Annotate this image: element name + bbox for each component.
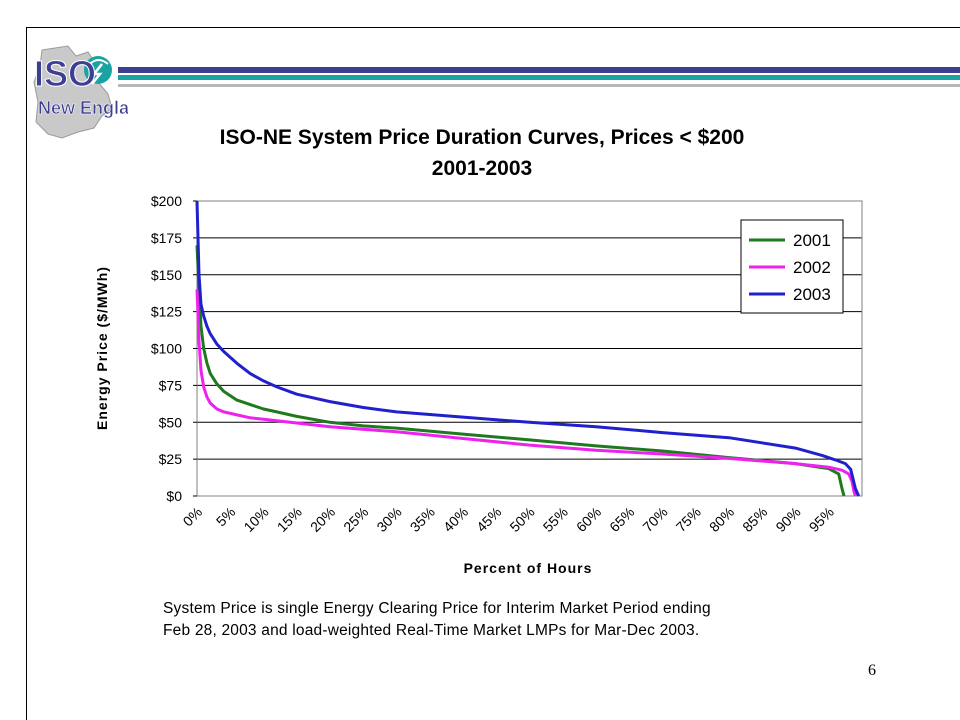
header-band-teal bbox=[118, 75, 960, 80]
y-tick-label: $175 bbox=[151, 230, 182, 246]
x-tick-label: 20% bbox=[307, 504, 338, 535]
series-line-2002 bbox=[195, 289, 857, 497]
x-tick-label: 10% bbox=[240, 504, 271, 535]
y-tick-label: $100 bbox=[151, 341, 182, 357]
y-tick-label: $25 bbox=[159, 451, 183, 467]
iso-new-england-logo: ISO New England bbox=[33, 45, 128, 139]
x-tick-label: 90% bbox=[772, 504, 803, 535]
x-axis-ticks: 0% 5% 10% 15% 20% 25% 30% 35% 40% 45% 50% 55% 60% 65%… bbox=[179, 504, 836, 535]
y-tick-label: $200 bbox=[151, 193, 182, 209]
legend-label-2003: 2003 bbox=[793, 285, 831, 304]
footnote-line-2: Feb 28, 2003 and load-weighted Real-Time… bbox=[163, 622, 700, 639]
series-line-2003 bbox=[195, 200, 861, 497]
series-lines bbox=[195, 200, 861, 497]
footnote-line-1: System Price is single Energy Clearing P… bbox=[163, 600, 711, 617]
y-tick-label: $125 bbox=[151, 304, 182, 320]
chart-subtitle: 2001-2003 bbox=[432, 157, 532, 180]
svg-text:New England: New England bbox=[38, 98, 128, 118]
x-tick-label: 80% bbox=[706, 504, 737, 535]
y-axis-label: Energy Price ($/MWh) bbox=[94, 266, 110, 430]
x-axis-label: Percent of Hours bbox=[464, 560, 593, 576]
header-band-gray bbox=[118, 84, 960, 87]
x-tick-label: 50% bbox=[506, 504, 537, 535]
x-tick-label: 45% bbox=[473, 504, 504, 535]
chart-title: ISO-NE System Price Duration Curves, Pri… bbox=[220, 126, 745, 149]
legend-label-2001: 2001 bbox=[793, 231, 831, 250]
y-tick-label: $0 bbox=[166, 488, 182, 504]
slide-frame-left bbox=[26, 27, 27, 720]
x-tick-label: 0% bbox=[179, 504, 205, 530]
x-tick-label: 30% bbox=[373, 504, 404, 535]
x-tick-label: 35% bbox=[407, 504, 438, 535]
footnote: System Price is single Energy Clearing P… bbox=[163, 598, 843, 642]
chart-legend: 2001 2002 2003 bbox=[740, 219, 844, 314]
header-band-navy bbox=[118, 67, 960, 73]
x-tick-label: 25% bbox=[340, 504, 371, 535]
x-tick-label: 40% bbox=[440, 504, 471, 535]
slide-frame-top bbox=[26, 27, 960, 28]
slide-number: 6 bbox=[868, 662, 876, 679]
x-tick-label: 55% bbox=[540, 504, 571, 535]
x-tick-label: 95% bbox=[806, 504, 837, 535]
x-tick-label: 70% bbox=[639, 504, 670, 535]
x-tick-label: 15% bbox=[274, 504, 305, 535]
y-tick-label: $75 bbox=[159, 377, 183, 393]
legend-label-2002: 2002 bbox=[793, 258, 831, 277]
y-tick-label: $150 bbox=[151, 267, 182, 283]
svg-text:ISO: ISO bbox=[34, 53, 96, 94]
x-tick-label: 85% bbox=[739, 504, 770, 535]
x-tick-label: 60% bbox=[573, 504, 604, 535]
y-tick-label: $50 bbox=[159, 414, 183, 430]
y-axis-ticks: $0 $25 $50 $75 $100 $125 $150 $175 $200 bbox=[151, 193, 197, 504]
x-tick-label: 65% bbox=[606, 504, 637, 535]
x-tick-label: 75% bbox=[673, 504, 704, 535]
x-tick-label: 5% bbox=[213, 504, 239, 530]
